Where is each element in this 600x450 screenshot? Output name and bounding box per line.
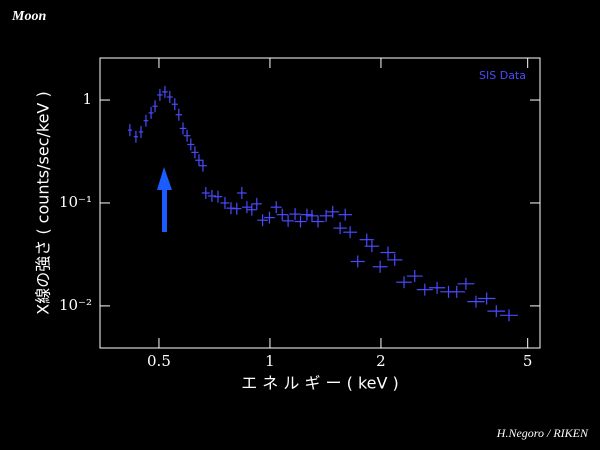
data-point	[457, 277, 475, 290]
x-tick-label: 5	[523, 352, 533, 370]
data-point	[416, 283, 433, 296]
credit: H.Negoro / RIKEN	[496, 426, 589, 440]
data-point	[207, 189, 217, 202]
data-point	[157, 88, 163, 101]
x-tick-label: 0.5	[147, 352, 171, 370]
data-point	[237, 186, 247, 199]
data-point	[387, 253, 403, 266]
data-point	[242, 201, 252, 214]
data-point	[179, 122, 187, 135]
data-point	[343, 226, 358, 239]
data-point	[333, 222, 347, 235]
data-point	[487, 305, 506, 318]
y-tick-label: 1	[82, 90, 92, 108]
data-point	[171, 98, 178, 111]
data-point	[232, 202, 242, 215]
data-point	[500, 309, 518, 322]
data-point	[319, 209, 333, 222]
x-tick-label: 2	[376, 352, 386, 370]
data-point	[127, 124, 132, 137]
data-point	[264, 211, 275, 224]
x-axis-label: エ ネ ル ギ ー ( keV )	[241, 374, 399, 393]
data-point	[138, 125, 144, 138]
data-point	[201, 186, 210, 199]
data-point	[187, 138, 195, 151]
data-point	[350, 255, 365, 268]
data-point	[143, 114, 149, 127]
y-tick-label: 10⁻¹	[59, 193, 92, 211]
arrow	[157, 167, 172, 232]
legend-entry: SIS Data	[479, 69, 526, 82]
data-point	[372, 260, 388, 273]
data-point	[251, 197, 262, 210]
data-point	[448, 285, 466, 298]
data-point	[191, 146, 199, 159]
data-point	[364, 240, 380, 253]
y-tick-label: 10⁻²	[59, 296, 92, 314]
data-point	[406, 270, 423, 283]
data-point	[289, 208, 301, 221]
data-point	[133, 130, 139, 143]
data-point	[183, 129, 191, 142]
data-point	[305, 209, 319, 222]
data-point	[300, 208, 314, 221]
data-point	[257, 214, 268, 227]
data-point	[166, 90, 173, 103]
data-point	[148, 106, 154, 119]
data-point	[220, 196, 230, 209]
data-point	[467, 295, 485, 308]
data-point	[396, 276, 412, 289]
data-point	[311, 215, 325, 228]
data-point	[326, 205, 340, 218]
data-point	[477, 292, 496, 305]
data-point	[175, 108, 183, 121]
data-point	[246, 203, 257, 216]
x-tick-label: 1	[265, 352, 275, 370]
data-point	[338, 208, 353, 221]
data-point	[359, 233, 374, 246]
data-point	[162, 85, 168, 98]
y-axis-label: X線の強さ ( counts/sec/keV )	[34, 91, 53, 314]
data-point	[152, 100, 158, 113]
data-point	[270, 201, 282, 214]
chart-title: Moon	[11, 9, 46, 24]
data-point	[213, 190, 223, 203]
data-point	[282, 214, 294, 227]
data-point	[380, 246, 396, 259]
data-point	[276, 208, 288, 221]
data-point	[294, 215, 307, 228]
data-point	[428, 281, 446, 294]
data-point	[195, 154, 203, 167]
data-point	[199, 159, 207, 172]
